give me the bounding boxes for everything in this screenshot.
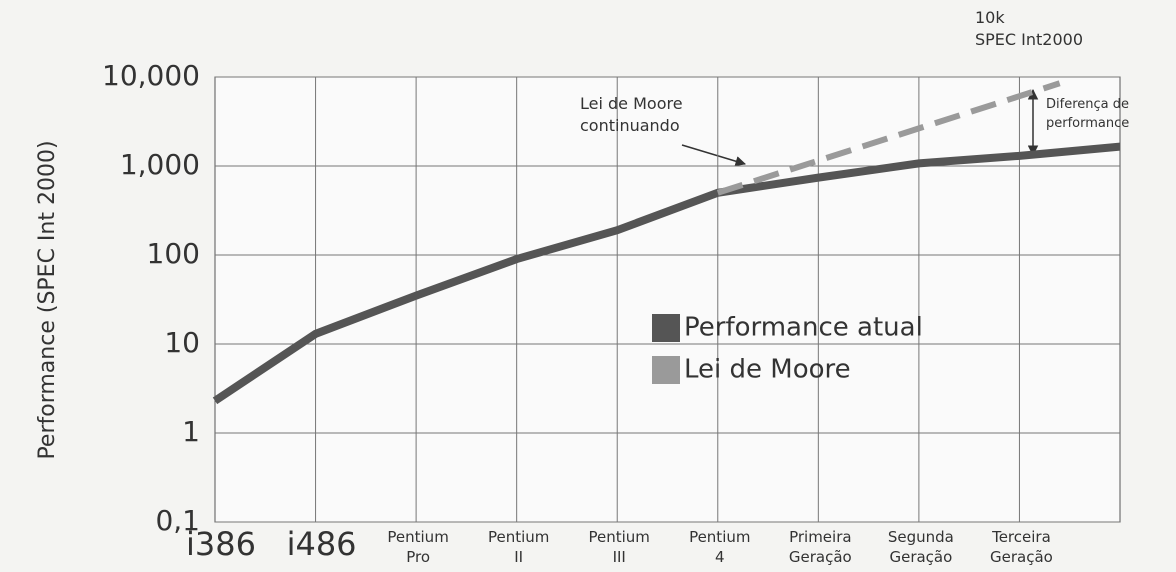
- legend-swatch: [652, 314, 680, 342]
- x-tick-label-line: Segunda: [888, 528, 954, 546]
- x-tick-label-line: Pentium: [689, 528, 750, 546]
- series-line: [716, 80, 1061, 196]
- annotation-line: Lei de Moore: [580, 94, 683, 113]
- annotation: Lei de Moore continuando: [580, 94, 683, 135]
- annotation-line: SPEC Int2000: [975, 30, 1083, 49]
- annotation-line: continuando: [580, 116, 680, 135]
- x-tick-label: Segunda Geração: [888, 528, 954, 566]
- x-tick-label-line: i386: [186, 525, 256, 563]
- x-tick-label-line: Pentium: [589, 528, 650, 546]
- plot-area: [214, 76, 1121, 523]
- y-tick-label: 1,000: [120, 148, 200, 181]
- annotation-line: performance: [1046, 116, 1129, 131]
- x-tick-label: Pentium Pro: [387, 528, 448, 566]
- legend-label: Lei de Moore: [684, 355, 851, 385]
- x-tick-label-line: i486: [287, 525, 357, 563]
- x-tick-label-line: Pentium: [488, 528, 549, 546]
- x-tick-label: i486: [287, 525, 357, 563]
- legend-label: Performance atual: [684, 313, 923, 343]
- y-tick-label: 10: [164, 326, 200, 359]
- x-tick-label: Pentium II: [488, 528, 549, 566]
- x-tick-label-line: Geração: [990, 548, 1053, 566]
- x-tick-label: Primeira Geração: [789, 528, 852, 566]
- x-tick-label-line: Pro: [406, 548, 430, 566]
- x-tick-label: i386: [186, 525, 256, 563]
- x-tick-label-line: Terceira: [991, 528, 1051, 546]
- annotation-arrow: [681, 144, 747, 167]
- annotation: Diferença de performance: [1046, 97, 1129, 131]
- x-tick-label-line: II: [514, 548, 523, 566]
- y-axis-label: Performance (SPEC Int 2000): [35, 140, 60, 459]
- y-tick-label: 10,000: [102, 59, 200, 92]
- series-line: [212, 142, 1121, 405]
- x-tick-label-line: Geração: [789, 548, 852, 566]
- annotation-line: 10k: [975, 8, 1005, 27]
- x-tick-label-line: Primeira: [789, 528, 851, 546]
- legend-swatch: [652, 356, 680, 384]
- x-tick-label: Pentium III: [589, 528, 650, 566]
- y-tick-label: 0,1: [155, 504, 200, 537]
- annotation: 10k SPEC Int2000: [975, 8, 1083, 49]
- x-tick-label: Terceira Geração: [990, 528, 1053, 566]
- x-tick-label-line: Geração: [889, 548, 952, 566]
- x-tick-label-line: III: [613, 548, 626, 566]
- x-tick-label: Pentium 4: [689, 528, 750, 566]
- x-tick-label-line: Pentium: [387, 528, 448, 546]
- y-tick-label: 1: [182, 415, 200, 448]
- x-tick-label-line: 4: [715, 548, 725, 566]
- y-tick-label: 100: [147, 237, 200, 270]
- annotation-line: Diferença de: [1046, 97, 1129, 112]
